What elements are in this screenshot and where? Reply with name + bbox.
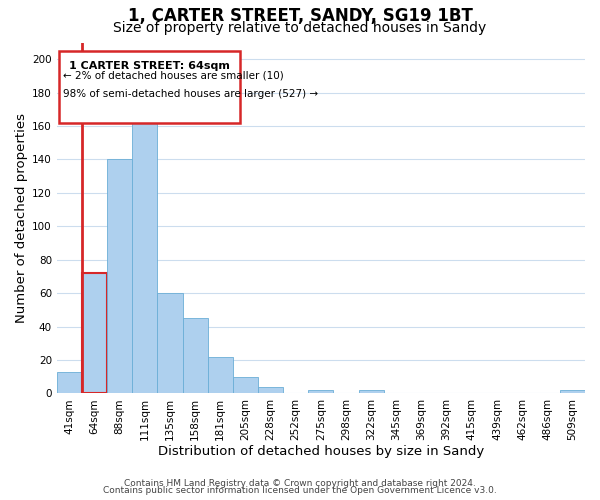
Bar <box>233 376 258 394</box>
Bar <box>57 372 82 394</box>
Bar <box>182 318 208 394</box>
Text: 98% of semi-detached houses are larger (527) →: 98% of semi-detached houses are larger (… <box>63 90 318 100</box>
Bar <box>59 51 241 123</box>
Bar <box>560 390 585 394</box>
Y-axis label: Number of detached properties: Number of detached properties <box>15 113 28 323</box>
Text: Contains HM Land Registry data © Crown copyright and database right 2024.: Contains HM Land Registry data © Crown c… <box>124 478 476 488</box>
X-axis label: Distribution of detached houses by size in Sandy: Distribution of detached houses by size … <box>158 444 484 458</box>
Bar <box>359 390 384 394</box>
Bar <box>208 356 233 394</box>
Text: 1, CARTER STREET, SANDY, SG19 1BT: 1, CARTER STREET, SANDY, SG19 1BT <box>128 8 472 26</box>
Bar <box>157 293 182 394</box>
Bar <box>107 160 132 394</box>
Bar <box>258 386 283 394</box>
Text: 1 CARTER STREET: 64sqm: 1 CARTER STREET: 64sqm <box>70 61 230 71</box>
Bar <box>308 390 334 394</box>
Bar <box>132 118 157 394</box>
Bar <box>82 273 107 394</box>
Text: ← 2% of detached houses are smaller (10): ← 2% of detached houses are smaller (10) <box>63 71 284 81</box>
Text: Contains public sector information licensed under the Open Government Licence v3: Contains public sector information licen… <box>103 486 497 495</box>
Text: Size of property relative to detached houses in Sandy: Size of property relative to detached ho… <box>113 21 487 35</box>
